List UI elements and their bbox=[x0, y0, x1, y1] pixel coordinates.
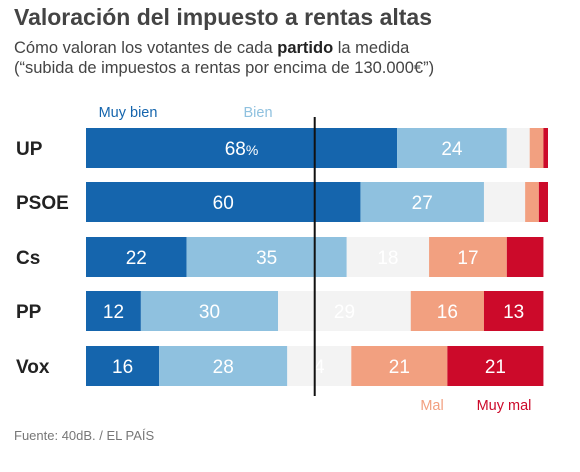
bar-vox-seg2 bbox=[159, 346, 288, 386]
category-label-psoe: PSOE bbox=[16, 193, 69, 214]
value-label-psoe-seg1: 60 bbox=[213, 193, 234, 214]
bar-pp-seg3 bbox=[278, 291, 411, 331]
subtitle-post: la medida bbox=[333, 39, 410, 57]
bar-vox-seg4 bbox=[351, 346, 448, 386]
chart-subtitle: Cómo valoran los votantes de cada partid… bbox=[14, 38, 434, 78]
subtitle-line2: (“subida de impuestos a rentas por encim… bbox=[14, 59, 435, 77]
bar-pp-seg4 bbox=[410, 291, 484, 331]
value-label-cs-seg4: 17 bbox=[457, 248, 478, 269]
bar-pp-seg2 bbox=[140, 291, 279, 331]
subtitle-bold: partido bbox=[277, 39, 334, 57]
bar-up-seg2 bbox=[397, 128, 507, 168]
bar-cs-seg3 bbox=[346, 237, 430, 277]
value-label-vox-seg2: 28 bbox=[213, 357, 234, 378]
bar-psoe-seg5 bbox=[538, 182, 548, 222]
source-note: Fuente: 40dB. / EL PAÍS bbox=[14, 428, 155, 443]
bar-psoe-seg4 bbox=[525, 182, 539, 222]
bar-pp-seg5 bbox=[483, 291, 544, 331]
legend-bien: Bien bbox=[243, 105, 272, 121]
subtitle-pre: Cómo valoran los votantes de cada bbox=[14, 39, 278, 57]
category-label-pp: PP bbox=[16, 302, 42, 323]
bar-up-seg1 bbox=[86, 128, 398, 168]
value-label-psoe-seg2: 27 bbox=[412, 193, 433, 214]
value-label-vox-seg3: 4 bbox=[314, 357, 325, 378]
value-label-cs-seg1: 22 bbox=[126, 248, 147, 269]
category-label-up: UP bbox=[16, 139, 43, 160]
bar-cs-seg1 bbox=[86, 237, 187, 277]
bar-up-seg3 bbox=[506, 128, 530, 168]
bar-cs-seg2 bbox=[186, 237, 347, 277]
value-label-cs-seg3: 18 bbox=[377, 248, 398, 269]
value-label-pp-seg4: 16 bbox=[437, 302, 458, 323]
bar-vox-seg5 bbox=[447, 346, 544, 386]
bar-psoe-seg2 bbox=[360, 182, 484, 222]
bar-psoe-seg3 bbox=[483, 182, 526, 222]
value-label-cs-seg2: 35 bbox=[256, 248, 277, 269]
value-label-pp-seg2: 30 bbox=[199, 302, 220, 323]
legend-mal: Mal bbox=[420, 398, 443, 414]
bar-vox-seg1 bbox=[86, 346, 160, 386]
bar-up-seg5 bbox=[543, 128, 548, 168]
bar-cs-seg5 bbox=[506, 237, 544, 277]
value-label-vox-seg1: 16 bbox=[112, 357, 133, 378]
legend-muy-mal: Muy mal bbox=[477, 398, 532, 414]
value-label-pp-seg5: 13 bbox=[503, 302, 524, 323]
legend-muy-bien: Muy bien bbox=[99, 105, 158, 121]
category-label-vox: Vox bbox=[16, 357, 50, 378]
bar-up-seg4 bbox=[529, 128, 544, 168]
category-label-cs: Cs bbox=[16, 248, 40, 269]
value-label-pp-seg1: 12 bbox=[103, 302, 124, 323]
value-label-up-seg1: 68% bbox=[225, 139, 259, 160]
value-label-pp-seg3: 29 bbox=[334, 302, 355, 323]
value-label-vox-seg5: 21 bbox=[485, 357, 506, 378]
value-label-vox-seg4: 21 bbox=[389, 357, 410, 378]
bar-pp-seg1 bbox=[86, 291, 141, 331]
value-label-up-seg2: 24 bbox=[441, 139, 463, 160]
chart-title: Valoración del impuesto a rentas altas bbox=[14, 4, 432, 30]
bar-vox-seg3 bbox=[287, 346, 352, 386]
bar-cs-seg4 bbox=[429, 237, 507, 277]
